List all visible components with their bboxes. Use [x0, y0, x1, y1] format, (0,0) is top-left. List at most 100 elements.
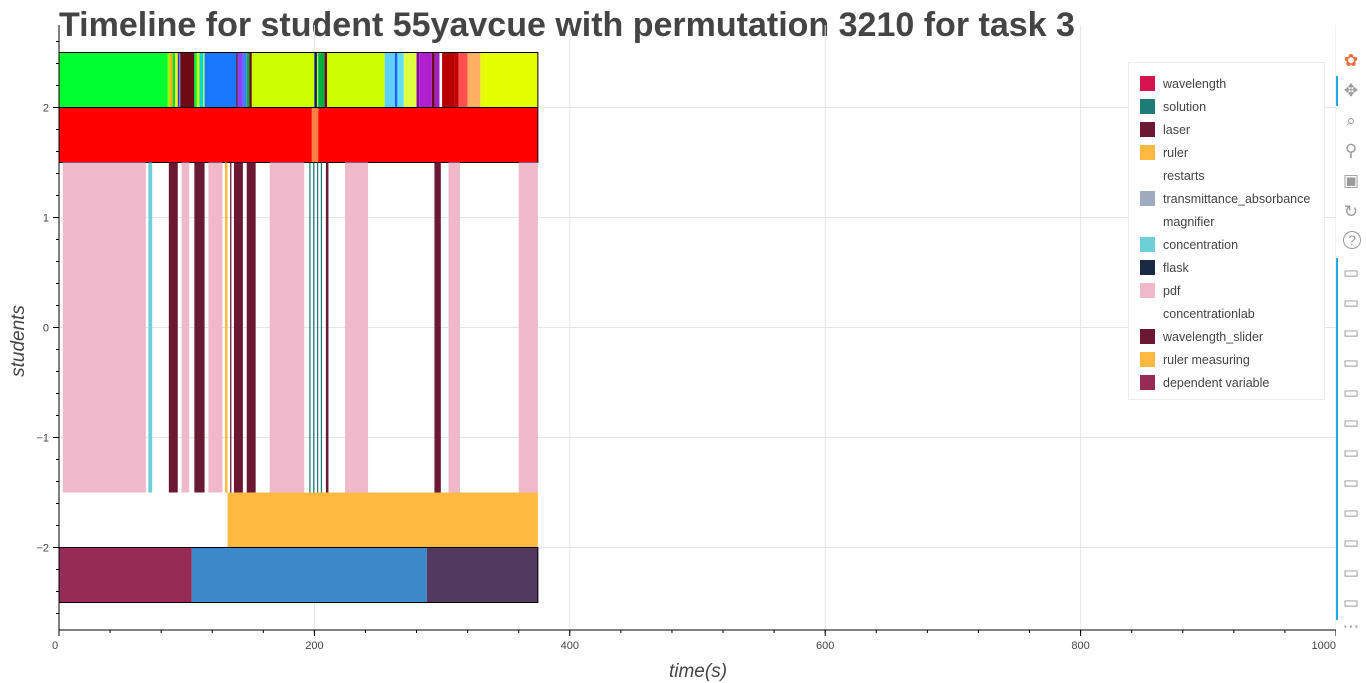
timeline-segment: [309, 162, 311, 493]
timeline-segment: [225, 162, 228, 493]
timeline-segment: [62, 162, 146, 493]
hover-icon[interactable]: ▭: [1342, 263, 1360, 282]
timeline-segment: [236, 52, 238, 108]
timeline-segment: [251, 52, 315, 108]
timeline-segment: [311, 107, 319, 163]
timeline-segment: [249, 52, 252, 108]
legend-swatch: [1140, 214, 1155, 229]
timeline-segment: [434, 52, 440, 108]
legend-label: ruler measuring: [1163, 352, 1250, 367]
legend-item[interactable]: wavelength_slider: [1140, 325, 1324, 348]
timeline-segment: [242, 52, 247, 108]
legend-item[interactable]: dependent variable: [1140, 371, 1324, 394]
timeline-segment: [434, 162, 441, 493]
legend-item[interactable]: concentrationlab: [1140, 302, 1324, 325]
legend-label: wavelength_slider: [1163, 329, 1264, 344]
hover-icon[interactable]: ▭: [1342, 353, 1360, 372]
save-icon[interactable]: ▣: [1342, 171, 1360, 190]
legend-item[interactable]: flask: [1140, 256, 1324, 279]
legend: wavelength solution laser ruler restarts tran…: [1128, 62, 1325, 400]
y-tick-label: 1: [43, 213, 49, 225]
timeline-segment: [458, 52, 468, 108]
wheel-zoom-icon[interactable]: ⚲: [1344, 141, 1358, 160]
legend-swatch: [1140, 122, 1155, 137]
legend-label: concentration: [1163, 237, 1239, 252]
x-tick-label: 400: [561, 640, 579, 652]
timeline-chart[interactable]: 0 200 400 600 800 1000 −2 −1 0 1 2 time(s) student…: [0, 0, 1336, 683]
timeline-segment: [246, 52, 250, 108]
legend-swatch: [1140, 352, 1155, 367]
y-tick-label: 0: [43, 323, 49, 335]
legend-item[interactable]: transmittance_absorbance: [1140, 187, 1324, 210]
timeline-segment: [181, 162, 190, 493]
timeline-segment: [168, 162, 178, 493]
timeline-segment: [318, 52, 325, 108]
timeline-segment: [442, 52, 455, 108]
legend-label: laser: [1163, 122, 1191, 137]
more-icon[interactable]: ⋯: [1342, 617, 1360, 636]
help-icon[interactable]: ?: [1343, 231, 1361, 249]
legend-item[interactable]: ruler: [1140, 141, 1324, 164]
timeline-segment: [230, 162, 232, 493]
legend-swatch: [1140, 99, 1155, 114]
timeline-segment: [167, 52, 171, 108]
timeline-segment: [194, 162, 205, 493]
bokeh-logo-icon[interactable]: ✿: [1343, 51, 1359, 70]
legend-label: wavelength: [1163, 76, 1227, 91]
timeline-segment: [454, 52, 459, 108]
hover-icon[interactable]: ▭: [1342, 563, 1360, 582]
timeline-segment: [397, 52, 404, 108]
legend-item[interactable]: ruler measuring: [1140, 348, 1324, 371]
timeline-segment: [59, 52, 168, 108]
hover-icon[interactable]: ▭: [1342, 323, 1360, 342]
timeline-segment: [394, 52, 398, 108]
timeline-segment: [246, 162, 256, 493]
hover-icon[interactable]: ▭: [1342, 413, 1360, 432]
legend-item[interactable]: solution: [1140, 95, 1324, 118]
legend-swatch: [1140, 168, 1155, 183]
legend-label: pdf: [1163, 283, 1181, 298]
active-tool-marker: [1336, 258, 1338, 620]
toolbar: ✿ ✥ ⌕ ⚲ ▣ ↻? ▭ ▭ ▭ ▭ ▭ ▭ ▭ ▭ ▭ ▭ ▭ ▭ ⋯: [1336, 46, 1366, 683]
timeline-segment: [203, 52, 205, 108]
timeline-segment: [204, 52, 237, 108]
legend-label: concentrationlab: [1163, 306, 1255, 321]
legend-label: solution: [1163, 99, 1207, 114]
box-zoom-icon[interactable]: ⌕: [1346, 111, 1356, 130]
hover-icon[interactable]: ▭: [1342, 473, 1360, 492]
legend-item[interactable]: restarts: [1140, 164, 1324, 187]
hover-icon[interactable]: ▭: [1342, 443, 1360, 462]
x-tick-label: 1000: [1312, 640, 1336, 652]
chart-title: Timeline for student 55yavcue with permu…: [59, 6, 1075, 44]
timeline-segment: [196, 52, 200, 108]
pan-icon[interactable]: ✥: [1343, 81, 1359, 100]
hover-icon[interactable]: ▭: [1342, 593, 1360, 612]
timeline-segment: [59, 107, 312, 163]
legend-item[interactable]: pdf: [1140, 279, 1324, 302]
legend-item[interactable]: magnifier: [1140, 210, 1324, 233]
timeline-segment: [180, 52, 195, 108]
timeline-bars: [58, 52, 539, 603]
legend-swatch: [1140, 145, 1155, 160]
hover-icon[interactable]: ▭: [1342, 533, 1360, 552]
timeline-segment: [175, 52, 178, 108]
hover-icon[interactable]: ▭: [1342, 383, 1360, 402]
timeline-segment: [403, 52, 417, 108]
legend-item[interactable]: concentration: [1140, 233, 1324, 256]
timeline-segment: [324, 52, 328, 108]
reset-icon[interactable]: ↻: [1343, 202, 1359, 221]
hover-icon[interactable]: ▭: [1342, 503, 1360, 522]
timeline-segment: [313, 162, 315, 493]
timeline-segment: [59, 547, 192, 603]
axes: 0 200 400 600 800 1000 −2 −1 0 1 2: [36, 25, 1336, 652]
timeline-segment: [320, 162, 323, 493]
timeline-segment: [316, 162, 319, 493]
y-tick-label: 2: [43, 103, 49, 115]
x-tick-label: 800: [1071, 640, 1089, 652]
legend-item[interactable]: wavelength: [1140, 72, 1324, 95]
hover-icon[interactable]: ▭: [1342, 293, 1360, 312]
legend-item[interactable]: laser: [1140, 118, 1324, 141]
timeline-segment: [480, 52, 506, 108]
timeline-segment: [325, 162, 329, 493]
timeline-segment: [439, 52, 443, 108]
